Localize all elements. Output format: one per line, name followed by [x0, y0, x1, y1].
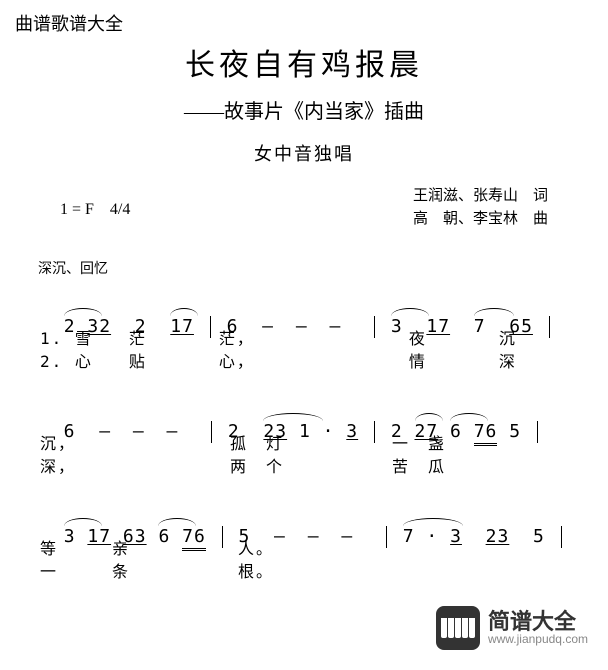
voice-type: 女中音独唱 [0, 140, 608, 166]
lyrics-line-3-verse-2: 一 条 根。 [40, 558, 558, 582]
lyrics-line-1-verse-2: 2. 心 贴 心， 情 深 [40, 348, 558, 372]
tempo-mark: 深沉、回忆 [38, 258, 108, 278]
notation-line-2: 6 — — — 2 23 1 · 3 2 27 6 76 5 [40, 400, 558, 430]
lyrics-line-2-verse-1: 沉， 孤 灯 一 盏 [40, 430, 558, 454]
header-label: 曲谱歌谱大全 [15, 10, 123, 36]
notation-line-3: 3 17 63 6 76 5 — — — 7 · 3 23 5 [40, 505, 558, 535]
song-title: 长夜自有鸡报晨 [0, 40, 608, 84]
notation-line-1: 2 32 2 17 6 — — — 3 17 7 65 [40, 295, 558, 325]
key-signature: 1 = F 4/4 [60, 195, 130, 219]
credits: 王润滋、张寿山 词 高 朝、李宝林 曲 [413, 185, 548, 230]
lyrics-line-3-verse-1: 等 亲 人。 [40, 535, 558, 559]
piano-icon [436, 606, 480, 650]
lyricist: 王润滋、张寿山 词 [413, 185, 548, 208]
lyrics-line-1-verse-1: 1. 雪 茫 茫， 夜 沉 [40, 325, 558, 349]
subtitle: ——故事片《内当家》插曲 [0, 95, 608, 124]
watermark-url: www.jianpudq.com [488, 633, 588, 645]
watermark-brand: 简谱大全 [488, 611, 588, 633]
watermark: 简谱大全 www.jianpudq.com [436, 606, 588, 650]
composer: 高 朝、李宝林 曲 [413, 208, 548, 231]
lyrics-line-2-verse-2: 深， 两 个 苦 瓜 [40, 453, 558, 477]
